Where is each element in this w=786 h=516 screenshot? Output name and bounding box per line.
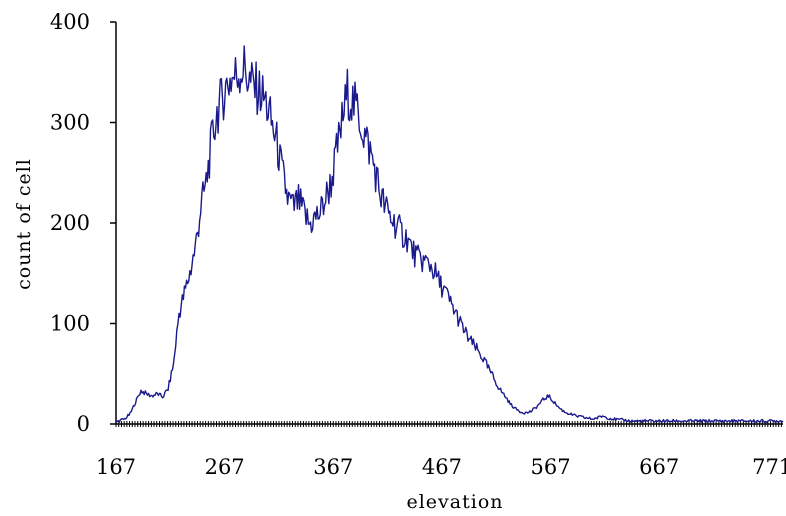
x-axis-title: elevation [406,491,503,513]
y-tick-label: 400 [50,10,90,34]
y-tick-label: 100 [50,312,90,336]
y-axis [110,21,117,425]
plot-series [115,45,784,424]
x-axis [115,421,783,427]
y-axis-title: count of cell [13,158,35,290]
x-tick-label: 771 [752,455,786,479]
y-tick-label: 300 [50,111,90,135]
tick-labels: 0 100 200 300 400 167 267 367 467 567 667 771 [50,10,786,479]
x-tick-label: 367 [313,455,353,479]
x-tick-label: 167 [96,455,136,479]
x-tick-label: 267 [205,455,245,479]
x-tick-label: 567 [530,455,570,479]
y-tick-label: 0 [77,412,90,436]
series-line [115,45,784,424]
x-tick-label: 667 [639,455,679,479]
y-tick-label: 200 [50,211,90,235]
x-tick-label: 467 [422,455,462,479]
